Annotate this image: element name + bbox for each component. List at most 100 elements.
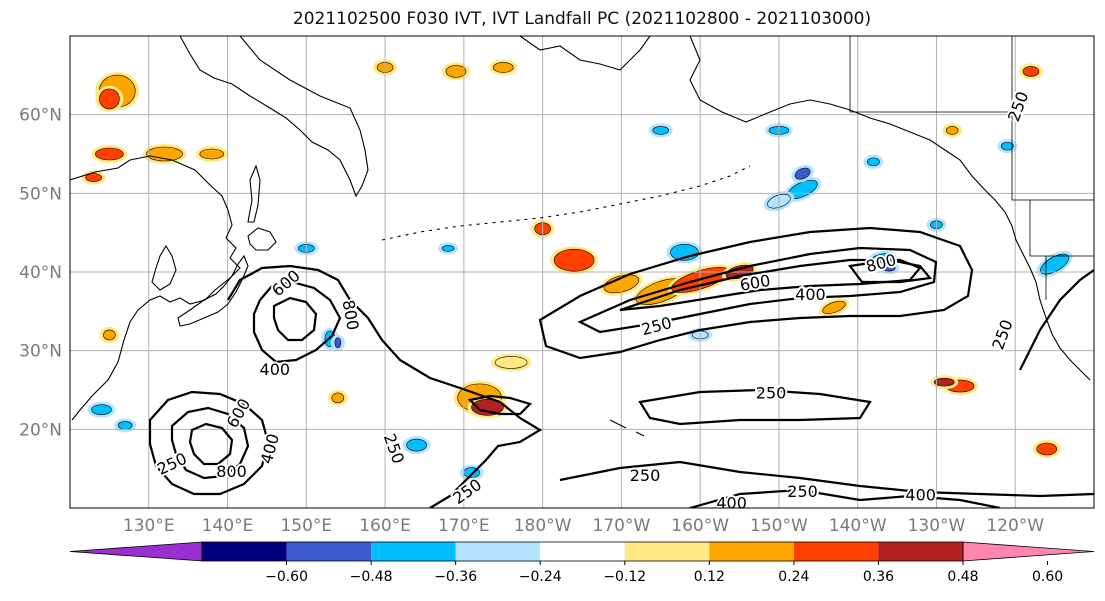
colorbar-tick-label: −0.12 [603, 569, 646, 585]
coastline-chukotka [519, 36, 651, 71]
colorbar-tick-label: −0.48 [350, 569, 393, 585]
colorbar-extend-high [962, 541, 1095, 562]
pc-shade-patch [494, 356, 528, 369]
contour-line [227, 264, 543, 508]
pc-shade-patch [91, 404, 112, 415]
longitude-label: 150°E [280, 516, 332, 536]
contour-line [538, 226, 974, 360]
pc-shade-patch [471, 399, 504, 416]
colorbar-tick-label: 0.36 [863, 569, 894, 585]
colorbar: −0.60 −0.48 −0.36 −0.24 −0.12 0.12 0.24 0.36 0.4… [69, 541, 1095, 585]
pc-shade-patch [99, 88, 120, 110]
pc-shade-patch [492, 62, 514, 73]
contour-line [689, 488, 1001, 508]
pc-shade-patch [445, 65, 467, 78]
longitude-label: 160°E [359, 516, 411, 536]
pc-shade-patch [945, 126, 959, 135]
pc-shade-patch [794, 167, 811, 180]
coastline-japan-hokkaido [247, 227, 277, 251]
colorbar-cell [709, 542, 794, 561]
longitude-labels: 130°E 140°E 150°E 160°E 170°E 180°W 170°W 160°W… [123, 516, 1044, 536]
pc-shade-patch [1022, 66, 1040, 77]
pc-shade-patch [117, 421, 133, 430]
coastline-aleutians [381, 165, 751, 241]
colorbar-cells [69, 541, 1095, 562]
figure-title: 2021102500 F030 IVT, IVT Landfall PC (20… [292, 9, 872, 29]
ivt-contours [148, 226, 1094, 508]
colorbar-ticks: −0.60 −0.48 −0.36 −0.24 −0.12 0.12 0.24 0.36 0.4… [265, 561, 1063, 585]
contour-line [188, 422, 234, 466]
coastline-hawaii [609, 419, 645, 437]
contour-label: 400 [260, 360, 291, 379]
contour-line [148, 390, 270, 496]
colorbar-tick-label: −0.36 [434, 569, 477, 585]
pc-shade-patch [331, 392, 345, 404]
longitude-label: 180°W [514, 516, 572, 536]
coastlines [70, 36, 1094, 437]
colorbar-tick-label: −0.24 [519, 569, 562, 585]
pc-shade-patch [95, 147, 124, 161]
contour-label: 400 [905, 486, 936, 505]
contour-line [577, 246, 938, 334]
longitude-label: 120°W [986, 516, 1044, 536]
contour-label: 250 [630, 466, 661, 485]
colorbar-tick-label: 0.48 [947, 569, 978, 585]
colorbar-cell [624, 542, 710, 561]
pc-shade-patch [882, 264, 896, 272]
contour-label: 400 [716, 494, 747, 513]
contour-label: 800 [216, 462, 247, 481]
colorbar-outline [201, 541, 964, 562]
ivt-pc-shading [81, 59, 1073, 481]
latitude-label: 30°N [19, 342, 62, 362]
contour-line [1019, 269, 1094, 371]
pc-shade-patch [553, 248, 595, 272]
colorbar-cell [202, 542, 287, 561]
latitude-label: 20°N [19, 420, 62, 440]
coastline-kamchatka [179, 36, 369, 198]
coastline-japan-honshu [177, 254, 249, 327]
latitude-label: 50°N [19, 184, 62, 204]
latitude-label: 40°N [19, 263, 62, 283]
contour-line [252, 280, 342, 364]
latitude-labels: 60°N 50°N 40°N 30°N 20°N [19, 106, 62, 441]
colorbar-extend-low [69, 541, 203, 562]
pc-shade-patch [652, 126, 670, 135]
colorbar-tick-label: 0.24 [778, 569, 809, 585]
longitude-label: 140°W [829, 516, 887, 536]
pc-shade-patch [867, 157, 880, 167]
contour-label: 250 [787, 482, 818, 501]
graticule [70, 36, 1094, 508]
longitude-label: 130°W [908, 516, 966, 536]
pc-shade-patch [441, 245, 455, 252]
colorbar-cell [793, 542, 879, 561]
pc-shade-patch [103, 329, 116, 341]
longitude-label: 130°E [123, 516, 175, 536]
longitude-label: 170°W [593, 516, 651, 536]
colorbar-cell [371, 542, 456, 561]
colorbar-cell [540, 542, 625, 561]
colorbar-cell [286, 542, 372, 561]
pc-shade-patch [199, 148, 225, 160]
longitude-label: 160°W [671, 516, 729, 536]
admin-boundaries [849, 36, 1094, 300]
pc-shade-patch [1036, 442, 1058, 456]
pc-shade-patch [934, 377, 955, 387]
pc-shade-patch [1001, 141, 1014, 151]
latitude-label: 60°N [19, 106, 62, 126]
map-frame [69, 35, 1095, 509]
pc-shade-patch [85, 173, 102, 182]
contour-line [467, 394, 533, 416]
contour-label: 400 [795, 285, 826, 304]
contour-line [638, 388, 872, 426]
contour-label: 250 [756, 383, 787, 402]
pc-shade-patch [334, 337, 342, 349]
coastline-sakhalin [247, 164, 261, 223]
contour-line [559, 460, 1094, 498]
longitude-label: 150°W [750, 516, 808, 536]
colorbar-tick-label: 0.60 [1032, 569, 1063, 585]
contour-line [848, 258, 933, 284]
coastline-korea [151, 244, 177, 291]
colorbar-cell [878, 542, 963, 561]
